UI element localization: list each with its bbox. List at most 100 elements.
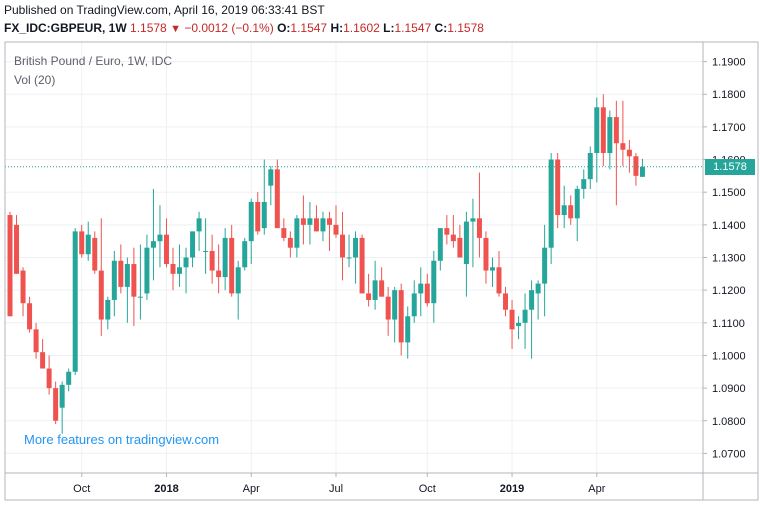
candle-body: [203, 250, 209, 252]
candle: [613, 100, 619, 206]
candle-body: [98, 270, 104, 320]
candle-body: [118, 260, 124, 287]
candle: [300, 195, 306, 245]
candle-body: [398, 290, 404, 343]
candle: [92, 231, 98, 274]
candle: [450, 215, 456, 248]
candle: [313, 205, 319, 232]
candle: [405, 306, 411, 359]
high-label: H:: [330, 21, 344, 35]
candle-body: [248, 201, 254, 242]
candle-body: [581, 179, 587, 189]
candle-body: [326, 218, 332, 225]
candle-body: [470, 218, 476, 222]
candle: [209, 234, 215, 284]
candle: [509, 299, 515, 349]
y-tick-label: 1.0800: [712, 416, 746, 428]
candle-body: [411, 293, 417, 317]
candle-body: [392, 290, 398, 320]
candle-body: [379, 280, 385, 297]
y-tick-label: 1.1100: [712, 318, 745, 330]
candle: [248, 198, 254, 265]
candle: [366, 273, 372, 307]
candle: [398, 283, 404, 356]
candle-body: [196, 218, 202, 232]
candle: [170, 247, 176, 291]
candle: [561, 185, 567, 229]
candle: [53, 381, 59, 425]
candle-body: [111, 260, 117, 300]
candle-body: [522, 309, 528, 323]
candle-body: [437, 228, 443, 261]
y-tick-label: 1.1700: [712, 122, 746, 134]
candle-body: [300, 218, 306, 225]
x-tick-label: 2019: [500, 483, 524, 495]
candle: [7, 211, 13, 317]
candle-body: [489, 267, 495, 271]
y-tick-label: 1.1400: [712, 220, 746, 232]
candle-body: [281, 228, 287, 238]
candle-body: [496, 267, 502, 294]
candle-body: [7, 215, 13, 317]
candle-body: [574, 188, 580, 219]
volume-indicator-label[interactable]: Vol (20): [14, 73, 56, 87]
candle-body: [190, 231, 196, 258]
candle-body: [163, 234, 169, 265]
candle-body: [555, 159, 561, 216]
candle: [633, 153, 639, 186]
candle: [620, 100, 626, 167]
y-tick-label: 1.1800: [712, 89, 746, 101]
candle: [522, 293, 528, 349]
candle: [66, 368, 72, 392]
chart-title: British Pound / Euro, 1W, IDC: [14, 54, 173, 68]
promo-link[interactable]: More features on tradingview.com: [24, 432, 220, 447]
candle-body: [346, 257, 352, 259]
candle-body: [424, 283, 430, 304]
candle: [20, 267, 26, 317]
candle: [594, 97, 600, 183]
candle: [190, 231, 196, 268]
candle: [372, 260, 378, 310]
candle: [137, 244, 143, 320]
candle: [105, 296, 111, 330]
close-value: 1.1578: [447, 21, 484, 35]
candle-body: [600, 107, 606, 154]
candle: [261, 159, 267, 235]
candle: [503, 286, 509, 317]
last-price: 1.1578: [130, 21, 167, 35]
candle-body: [216, 270, 222, 278]
candle-body: [529, 290, 535, 310]
y-tick-label: 1.0700: [712, 448, 746, 460]
candle: [27, 296, 33, 333]
open-label: O:: [277, 21, 291, 35]
candle-body: [131, 264, 137, 297]
low-value: 1.1547: [394, 21, 432, 35]
candle-body: [366, 293, 372, 300]
candle-body: [516, 322, 522, 327]
candle: [574, 185, 580, 242]
candle: [463, 211, 469, 297]
candle-body: [183, 257, 189, 268]
candle-body: [450, 234, 456, 242]
candle: [281, 218, 287, 242]
candle: [379, 267, 385, 297]
candle-body: [607, 117, 613, 154]
candle-body: [535, 283, 541, 294]
candle: [496, 250, 502, 297]
candle: [418, 267, 424, 317]
candle: [340, 211, 346, 281]
candle: [529, 280, 535, 359]
candle: [46, 355, 52, 395]
candle: [424, 273, 430, 307]
candle-body: [124, 264, 130, 287]
candle-body: [274, 169, 280, 229]
x-tick-label: Apr: [243, 483, 260, 495]
candle-body: [92, 237, 98, 271]
y-tick-label: 1.1900: [712, 57, 746, 69]
candle-body: [53, 388, 59, 421]
candle-body: [313, 218, 319, 232]
candle-body: [66, 371, 72, 385]
candle-body: [261, 201, 267, 229]
y-tick-label: 1.1300: [712, 253, 746, 265]
